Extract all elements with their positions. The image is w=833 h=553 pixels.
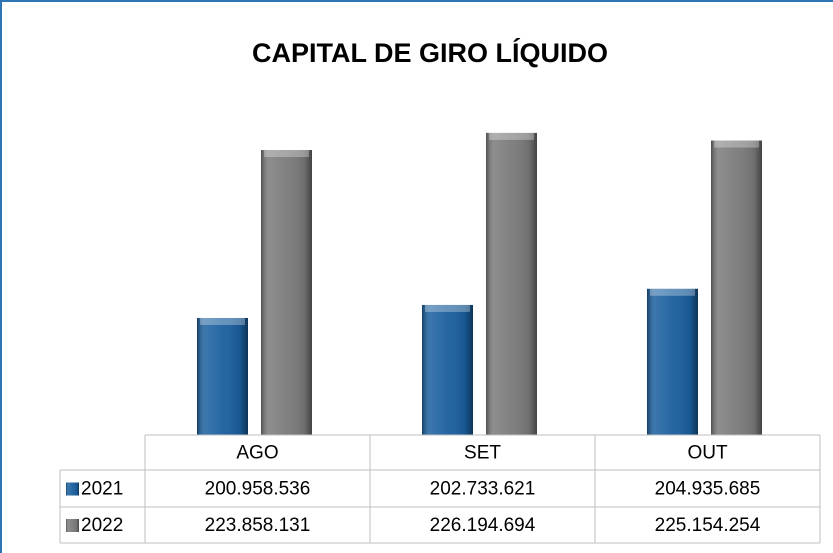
table-value: 204.935.685 bbox=[655, 479, 761, 500]
bar-shade bbox=[261, 150, 312, 435]
bar-shade bbox=[647, 288, 698, 435]
bar-shade bbox=[486, 132, 537, 435]
bar-cap bbox=[489, 132, 534, 140]
bar-cap bbox=[425, 304, 470, 312]
bar-cap bbox=[714, 140, 759, 148]
table-value: 202.733.621 bbox=[430, 479, 536, 500]
table-value: 200.958.536 bbox=[205, 479, 311, 500]
bar-cap bbox=[200, 317, 245, 325]
table-value: 223.858.131 bbox=[205, 515, 311, 536]
bar-shade bbox=[711, 140, 762, 436]
chart-title: CAPITAL DE GIRO LÍQUIDO bbox=[252, 37, 608, 68]
legend-key-shade bbox=[66, 482, 79, 496]
bar-shade bbox=[422, 304, 473, 435]
table-value: 226.194.694 bbox=[430, 515, 536, 536]
category-label: SET bbox=[464, 443, 501, 464]
category-label: AGO bbox=[236, 443, 278, 464]
legend-label: 2022 bbox=[81, 515, 123, 536]
bar-cap bbox=[264, 150, 309, 158]
bar-cap bbox=[650, 288, 695, 296]
legend-label: 2021 bbox=[81, 479, 123, 500]
category-label: OUT bbox=[687, 443, 728, 464]
legend-key-shade bbox=[66, 519, 79, 532]
bar-shade bbox=[197, 317, 248, 435]
table-value: 225.154.254 bbox=[655, 515, 761, 536]
